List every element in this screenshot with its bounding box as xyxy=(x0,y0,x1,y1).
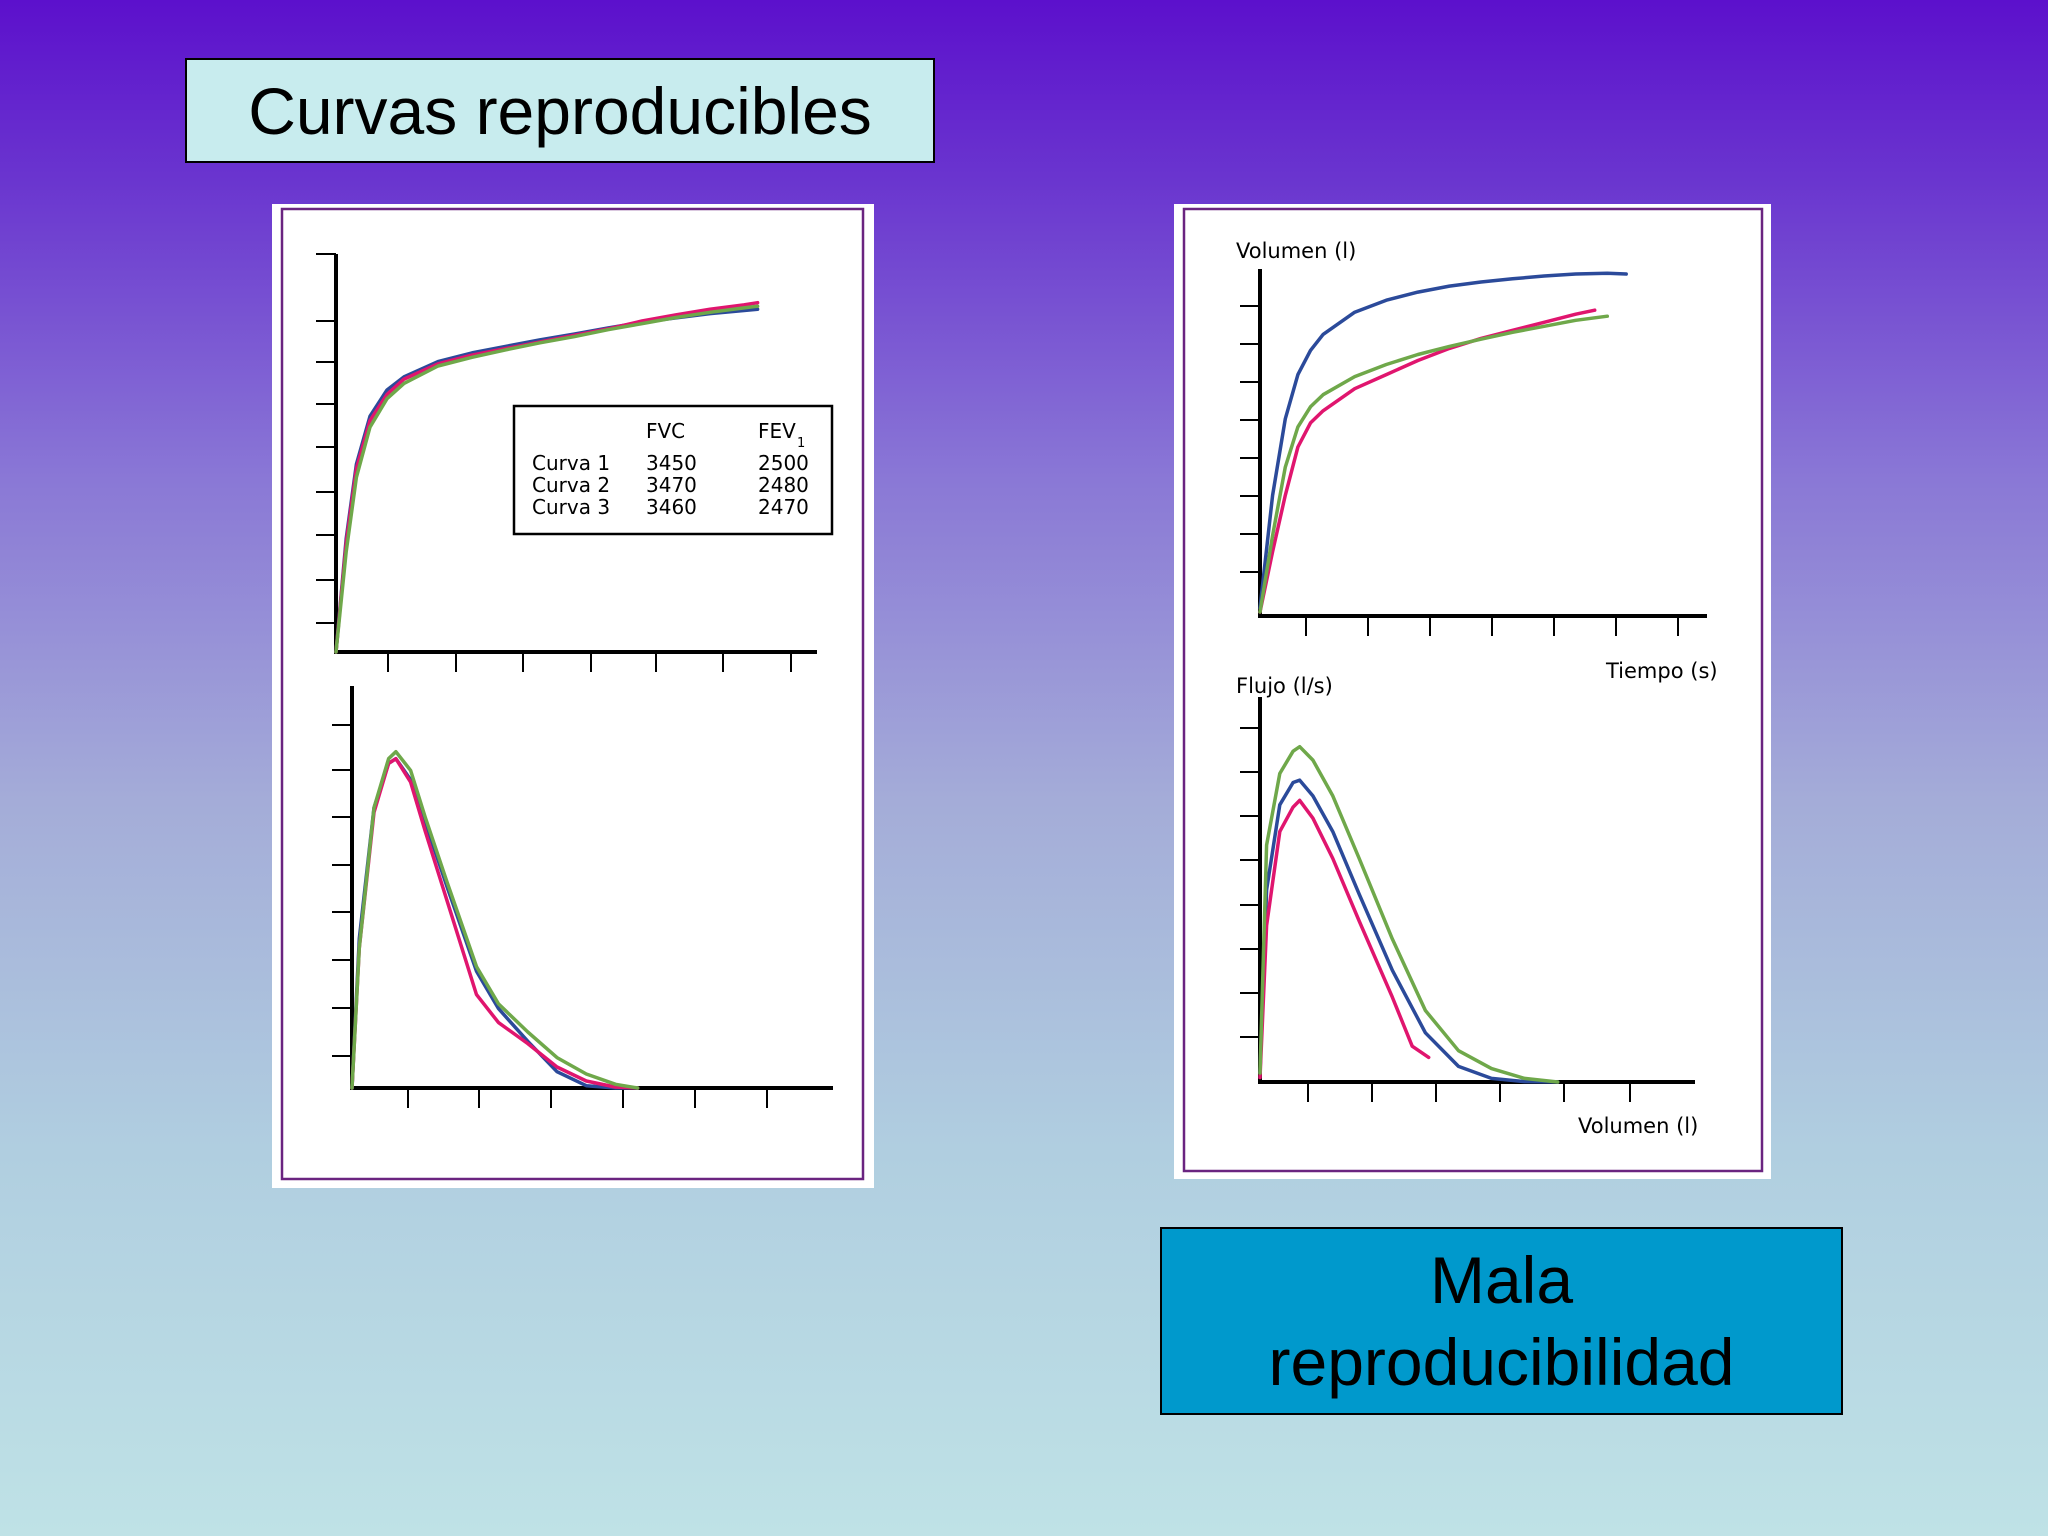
figure-frame xyxy=(1182,207,1764,1173)
curve-2-line xyxy=(1258,308,1597,614)
legend-row3-fev: 2470 xyxy=(758,495,809,519)
curve-1-line xyxy=(1258,271,1628,610)
volume-time-chart-left xyxy=(316,253,817,672)
legend-row3-fvc: 3460 xyxy=(646,495,697,519)
curve-1-line xyxy=(350,756,640,1090)
reproducible-curves-figure: FVC FEV 1 Curva 1 3450 2500 Curva 2 3470… xyxy=(272,204,874,1188)
legend-row3-name: Curva 3 xyxy=(532,495,610,519)
poor-reproducibility-caption: Mala reproducibilidad xyxy=(1160,1227,1843,1415)
slide-title: Curvas reproducibles xyxy=(185,58,935,163)
legend-col-fvc: FVC xyxy=(646,419,685,443)
x-axis-label-volumen: Volumen (l) xyxy=(1578,1114,1698,1138)
curve-2-line xyxy=(350,756,640,1090)
results-legend-table: FVC FEV 1 Curva 1 3450 2500 Curva 2 3470… xyxy=(512,404,834,536)
legend-row1-fvc: 3450 xyxy=(646,451,697,475)
y-axis-label-volumen: Volumen (l) xyxy=(1236,239,1356,263)
poor-reproducibility-svg: Volumen (l) Tiempo (s) Flujo (l/s) Volum… xyxy=(1182,207,1764,1173)
legend-row1-fev: 2500 xyxy=(758,451,809,475)
reproducible-curves-svg: FVC FEV 1 Curva 1 3450 2500 Curva 2 3470… xyxy=(280,207,865,1181)
legend-box xyxy=(512,404,834,536)
legend-row2-fvc: 3470 xyxy=(646,473,697,497)
y-axis-label-flujo: Flujo (l/s) xyxy=(1236,674,1333,698)
legend-col-fev: FEV xyxy=(758,419,796,443)
legend-row2-name: Curva 2 xyxy=(532,473,610,497)
curve-3-line xyxy=(1258,314,1610,614)
caption-line-1: Mala xyxy=(1429,1243,1574,1317)
curve-2-line xyxy=(1258,798,1431,1080)
x-axis-label-tiempo: Tiempo (s) xyxy=(1605,659,1718,683)
flow-volume-chart-left xyxy=(332,686,833,1108)
volume-time-chart-right xyxy=(1240,269,1707,636)
legend-row2-fev: 2480 xyxy=(758,473,809,497)
curve-3-line xyxy=(334,304,760,654)
poor-reproducibility-figure: Volumen (l) Tiempo (s) Flujo (l/s) Volum… xyxy=(1174,204,1771,1179)
curve-3-line xyxy=(350,749,640,1090)
curve-3-line xyxy=(1258,744,1560,1084)
curve-1-line xyxy=(1258,778,1560,1084)
flow-volume-chart-right xyxy=(1240,697,1695,1102)
legend-col-fev-sub: 1 xyxy=(797,436,805,451)
legend-row1-name: Curva 1 xyxy=(532,451,610,475)
caption-line-2: reproducibilidad xyxy=(1268,1325,1735,1399)
figure-frame xyxy=(280,207,865,1181)
